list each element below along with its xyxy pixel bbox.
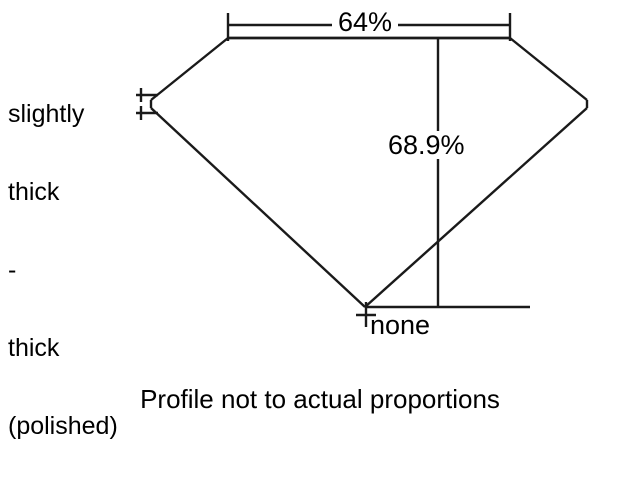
crown-facet-left [150,37,229,101]
pavilion-facet-right [364,107,588,308]
diamond-profile-drawing [136,13,589,327]
depth-percent-label: 68.9% [385,131,468,159]
diagram-caption: Profile not to actual proportions [140,384,500,414]
girdle-thickness-label: slightly thick - thick (polished) [8,49,118,491]
culet-size-label: none [370,310,431,340]
girdle-label-line-4: thick [8,334,60,362]
diagram-canvas: slightly thick - thick (polished) 64% 68… [8,8,589,439]
pavilion-facet-left [150,107,366,308]
crown-facet-right [509,37,588,101]
girdle-label-line-2: thick [8,178,60,206]
girdle-label-line-5: (polished) [8,412,118,440]
culet-cross-marker [356,302,376,327]
girdle-label-line-1: slightly [8,100,85,128]
table-percent-label: 64% [332,8,399,36]
girdle-thickness-marker [136,88,158,120]
girdle-label-line-3: - [8,256,17,284]
